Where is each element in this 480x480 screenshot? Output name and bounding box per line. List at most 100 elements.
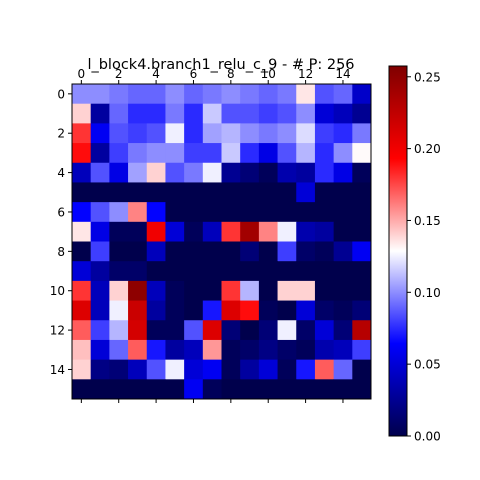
heatmap-cell — [258, 123, 278, 144]
heatmap-cell — [240, 182, 260, 203]
heatmap-cell — [333, 379, 353, 400]
heatmap-cell — [221, 143, 241, 164]
heatmap-cell — [90, 123, 110, 144]
heatmap-cell — [184, 261, 204, 282]
heatmap-cell — [202, 84, 222, 105]
heatmap-cell — [128, 202, 148, 223]
heatmap-cell — [352, 202, 372, 223]
heatmap-cell — [72, 182, 92, 203]
heatmap-cell — [333, 280, 353, 301]
heatmap-cell — [221, 359, 241, 380]
heatmap-cell — [258, 300, 278, 321]
heatmap-cell — [128, 280, 148, 301]
heatmap-cell — [128, 339, 148, 361]
heatmap-cell — [314, 143, 335, 164]
heatmap-cell — [72, 123, 92, 144]
heatmap-cell — [146, 202, 166, 223]
heatmap-cell — [240, 162, 260, 183]
heatmap-cell — [258, 320, 278, 341]
heatmap-cell — [128, 143, 148, 164]
x-axis-top: 0 2 4 6 8 10 12 14 — [78, 67, 351, 84]
x-axis-bottom — [80, 399, 344, 403]
heatmap-cell — [240, 261, 260, 282]
heatmap-cell — [184, 241, 204, 262]
heatmap-cell — [146, 221, 166, 242]
heatmap-cell — [314, 320, 335, 341]
heatmap-cell — [240, 339, 260, 361]
heatmap-cell — [277, 162, 297, 183]
heatmap-cell — [296, 162, 316, 183]
heatmap-cell — [202, 379, 222, 400]
heatmap-cell — [202, 162, 222, 183]
heatmap-cell — [146, 143, 166, 164]
heatmap-cell — [184, 221, 204, 242]
heatmap-cell — [146, 280, 166, 301]
x-tick-label: 4 — [152, 67, 160, 81]
heatmap-cell — [240, 202, 260, 223]
heatmap-cell — [258, 280, 278, 301]
heatmap-cell — [240, 221, 260, 242]
heatmap-cell — [258, 162, 278, 183]
heatmap-cell — [146, 123, 166, 144]
heatmap-cell — [109, 241, 129, 262]
heatmap-cell — [296, 280, 316, 301]
heatmap-cell — [90, 300, 110, 321]
heatmap-cell — [109, 143, 129, 164]
heatmap-cell — [165, 379, 185, 400]
heatmap-cell — [296, 84, 316, 105]
heatmap-cell — [202, 221, 222, 242]
heatmap-cell — [277, 379, 297, 400]
heatmap-cell — [128, 221, 148, 242]
heatmap-cell — [72, 339, 92, 361]
heatmap-cell — [258, 221, 278, 242]
heatmap-cell — [165, 241, 185, 262]
heatmap-cell — [314, 162, 335, 183]
heatmap-cell — [165, 103, 185, 124]
heatmap-cell — [352, 261, 372, 282]
heatmap-cell — [314, 84, 335, 105]
heatmap-cell — [296, 103, 316, 124]
colorbar-tick-label: 0.20 — [414, 142, 441, 156]
heatmap-cell — [72, 261, 92, 282]
heatmap-cell — [146, 320, 166, 341]
heatmap-cell — [352, 241, 372, 262]
heatmap-cell — [221, 84, 241, 105]
heatmap-cell — [296, 202, 316, 223]
heatmap-cell — [314, 123, 335, 144]
heatmap-cell — [72, 103, 92, 124]
heatmap-cell — [165, 221, 185, 242]
heatmap-cell — [146, 162, 166, 183]
x-tick-label: 6 — [190, 67, 198, 81]
heatmap-cell — [146, 241, 166, 262]
heatmap-cell — [165, 339, 185, 361]
heatmap-cell — [277, 359, 297, 380]
heatmap-cell — [165, 143, 185, 164]
heatmap-cell — [72, 202, 92, 223]
heatmap-cell — [352, 162, 372, 183]
heatmap-cell — [333, 123, 353, 144]
heatmap-cell — [314, 182, 335, 203]
heatmap-cell — [240, 241, 260, 262]
heatmap-cell — [352, 300, 372, 321]
heatmap-cell — [90, 261, 110, 282]
heatmap-cell — [240, 359, 260, 380]
colorbar-tick-label: 0.10 — [414, 286, 441, 300]
heatmap-cell — [184, 359, 204, 380]
heatmap-cell — [90, 103, 110, 124]
heatmap-cell — [202, 123, 222, 144]
heatmap-cell — [277, 320, 297, 341]
heatmap-cell — [296, 143, 316, 164]
heatmap-cell — [165, 84, 185, 105]
heatmap-cell — [128, 261, 148, 282]
heatmap-cell — [72, 241, 92, 262]
heatmap-cell — [184, 280, 204, 301]
x-tick-label: 0 — [78, 67, 86, 81]
heatmap-cell — [333, 339, 353, 361]
heatmap-cell — [128, 182, 148, 203]
heatmap-cell — [184, 103, 204, 124]
y-tick-label: 0 — [57, 87, 65, 101]
heatmap-cell — [109, 123, 129, 144]
heatmap-cell — [221, 123, 241, 144]
heatmap-cell — [221, 261, 241, 282]
heatmap-cell — [258, 182, 278, 203]
